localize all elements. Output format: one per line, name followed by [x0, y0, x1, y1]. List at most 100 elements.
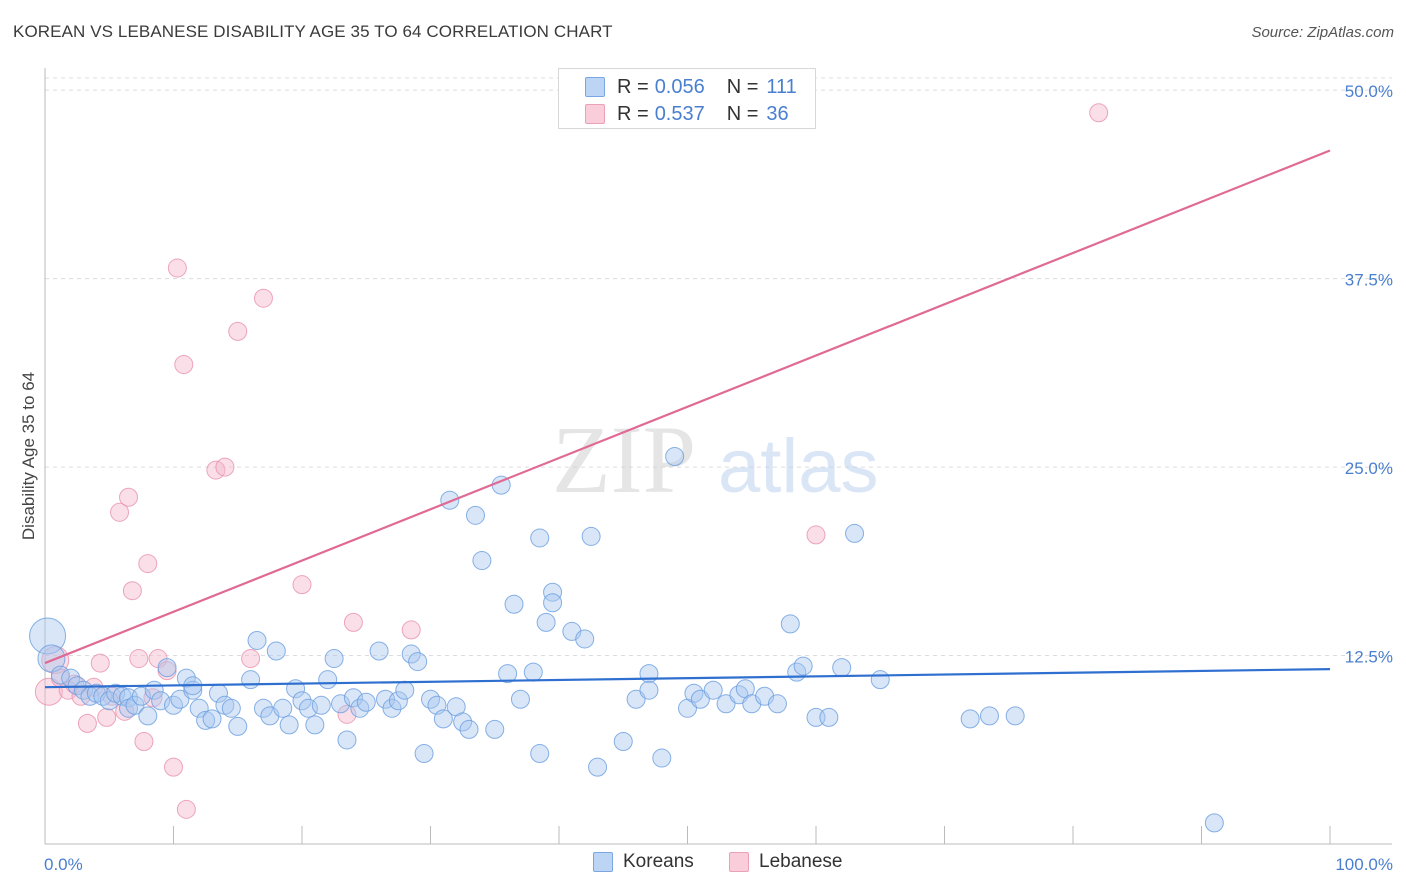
koreans-legend-label: Koreans — [623, 851, 694, 872]
source-label: Source: ZipAtlas.com — [1251, 24, 1394, 41]
legend-row-koreans: R = 0.056 N = 111 — [585, 75, 797, 99]
lebanese-point — [176, 799, 196, 819]
korean-point — [523, 662, 543, 682]
lebanese-point — [228, 321, 248, 341]
korean-point — [665, 447, 685, 467]
korean-point — [543, 593, 563, 613]
lebanese-point — [97, 707, 117, 727]
korean-point — [465, 505, 485, 525]
korean-point — [440, 490, 460, 510]
korean-point — [247, 630, 267, 650]
y-tick-label: 50.0% — [1345, 82, 1393, 101]
korean-point — [1005, 706, 1025, 726]
korean-point — [401, 644, 421, 664]
korean-point — [504, 594, 524, 614]
korean-point — [459, 719, 479, 739]
legend-row-lebanese: R = 0.537 N = 36 — [585, 102, 789, 126]
lebanese-point — [253, 288, 273, 308]
korean-point — [157, 658, 177, 678]
korean-point — [228, 716, 248, 736]
korean-point — [395, 680, 415, 700]
korean-point — [690, 689, 710, 709]
korean-point — [324, 649, 344, 669]
korean-point — [453, 712, 473, 732]
gridlines — [45, 77, 1392, 657]
korean-points — [29, 447, 1224, 833]
stats-legend: R = 0.056 N = 111 R = 0.537 N = 36 — [558, 68, 816, 129]
korean-trend-line — [44, 668, 1331, 689]
lebanese-point — [119, 487, 139, 507]
korean-point — [29, 617, 67, 655]
korean-point — [626, 689, 646, 709]
lebanese-swatch — [585, 104, 605, 124]
korean-point — [498, 664, 518, 684]
korean-point — [1204, 813, 1224, 833]
korean-point — [408, 652, 428, 672]
korean-point — [273, 698, 293, 718]
korean-point — [536, 612, 556, 632]
korean-point — [716, 694, 736, 714]
korean-point — [331, 694, 351, 714]
lebanese-r-value: 0.537 — [654, 102, 705, 125]
korean-point — [485, 719, 505, 739]
korean-point — [581, 526, 601, 546]
legend-item-koreans[interactable]: Koreans — [593, 851, 694, 873]
y-tick-label: 12.5% — [1345, 648, 1393, 667]
lebanese-n-value: 36 — [766, 102, 789, 125]
lebanese-point — [164, 757, 183, 777]
lebanese-point — [129, 649, 149, 669]
chart-title: KOREAN VS LEBANESE DISABILITY AGE 35 TO … — [13, 22, 613, 41]
korean-point — [382, 698, 402, 718]
lebanese-legend-swatch — [729, 852, 749, 872]
korean-point — [298, 698, 318, 718]
korean-point — [960, 709, 980, 729]
watermark: ZIP atlas — [552, 406, 879, 513]
korean-point — [176, 668, 196, 688]
koreans-legend-swatch — [593, 852, 613, 872]
lebanese-point — [241, 649, 261, 669]
korean-point — [356, 692, 376, 712]
lebanese-point — [138, 554, 158, 574]
lebanese-point — [167, 258, 187, 278]
korean-point — [530, 744, 550, 764]
watermark-atlas: atlas — [718, 424, 879, 509]
korean-point — [388, 691, 408, 711]
korean-point — [202, 709, 222, 729]
korean-point — [196, 710, 216, 730]
korean-point — [266, 641, 286, 661]
trend-lines — [44, 149, 1331, 689]
lebanese-point — [110, 502, 130, 522]
y-tick-labels: 12.5% 25.0% 37.5% 50.0% — [1345, 82, 1393, 666]
koreans-n-label: N = — [726, 75, 759, 98]
koreans-r-label: R = — [617, 75, 649, 98]
lebanese-trend-line — [44, 149, 1331, 665]
korean-point — [530, 528, 550, 548]
lebanese-point — [806, 525, 826, 545]
lebanese-point — [401, 620, 421, 640]
korean-point — [433, 709, 453, 729]
koreans-n-value: 111 — [766, 75, 797, 98]
korean-point — [241, 670, 261, 690]
korean-point — [343, 688, 363, 708]
korean-point — [414, 744, 434, 764]
korean-point — [832, 658, 852, 678]
korean-point — [472, 551, 492, 571]
koreans-r-value: 0.056 — [654, 75, 705, 98]
korean-point — [131, 686, 151, 706]
korean-point — [845, 523, 865, 543]
korean-point — [793, 656, 813, 676]
legend-item-lebanese[interactable]: Lebanese — [729, 851, 842, 873]
korean-point — [138, 706, 158, 726]
lebanese-point — [90, 653, 110, 673]
korean-point — [819, 707, 839, 727]
watermark-zip: ZIP — [552, 406, 696, 513]
lebanese-point — [292, 575, 312, 595]
koreans-swatch — [585, 77, 605, 97]
korean-point — [311, 695, 331, 715]
y-axis-label: Disability Age 35 to 64 — [19, 372, 38, 540]
lebanese-point — [337, 704, 357, 724]
korean-point — [189, 698, 209, 718]
korean-point — [37, 644, 66, 673]
lebanese-n-label: N = — [726, 102, 759, 125]
